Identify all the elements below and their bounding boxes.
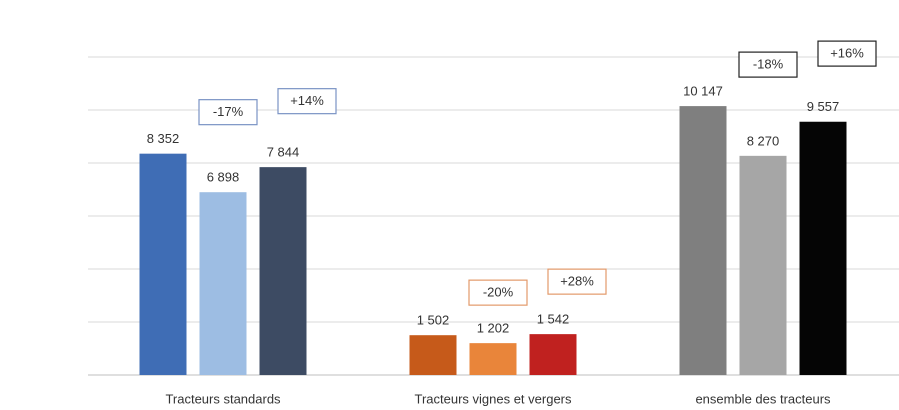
annotation: +28% — [560, 274, 594, 289]
annotation-box — [738, 51, 798, 78]
value-label: 1 202 — [477, 321, 510, 336]
x-tick-label: Tracteurs vignes et vergers — [414, 391, 572, 406]
bar — [199, 192, 247, 375]
annotation-box — [277, 88, 337, 115]
annotation: -17% — [213, 104, 244, 119]
annotation: -20% — [483, 285, 514, 300]
value-label: 1 502 — [417, 313, 450, 328]
bar — [259, 167, 307, 375]
bar — [469, 343, 517, 375]
value-label: 8 352 — [147, 131, 180, 146]
annotation-box — [198, 99, 258, 126]
annotation: +16% — [830, 46, 864, 61]
bar — [139, 153, 187, 375]
annotation-box — [468, 279, 528, 306]
value-label: 1 542 — [537, 312, 570, 327]
bar — [529, 334, 577, 375]
value-label: 9 557 — [807, 99, 840, 114]
bar — [739, 155, 787, 375]
annotation: +14% — [290, 93, 324, 108]
x-tick-label: ensemble des tracteurs — [695, 391, 831, 406]
bar — [799, 121, 847, 375]
bar — [679, 106, 727, 376]
bar — [409, 335, 457, 375]
annotation-box — [547, 268, 607, 295]
annotation: -18% — [753, 57, 784, 72]
value-label: 10 147 — [683, 84, 723, 99]
value-label: 8 270 — [747, 133, 780, 148]
value-label: 7 844 — [267, 145, 300, 160]
annotation-box — [817, 40, 877, 67]
value-label: 6 898 — [207, 170, 240, 185]
x-tick-label: Tracteurs standards — [165, 391, 281, 406]
